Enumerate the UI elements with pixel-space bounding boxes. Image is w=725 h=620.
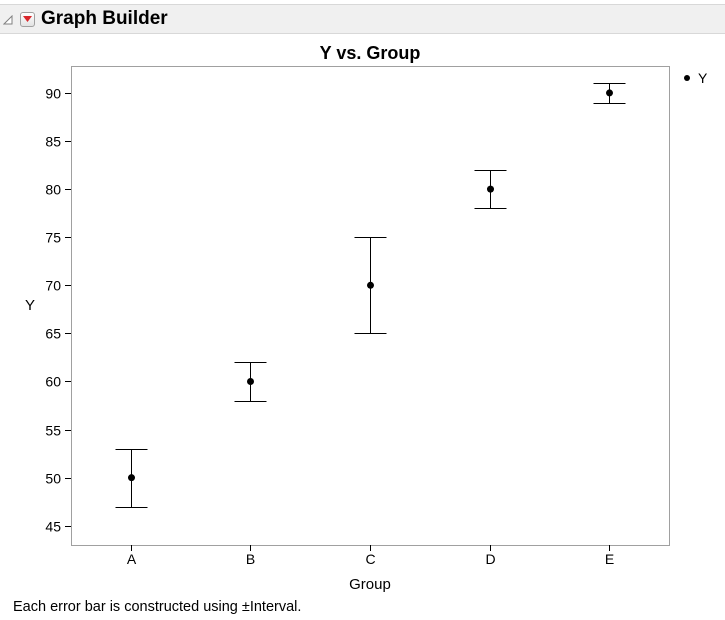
y-tick-label: 75: [45, 230, 61, 246]
x-tick-label: E: [605, 551, 614, 567]
y-tick-label: 55: [45, 423, 61, 439]
chart-title: Y vs. Group: [320, 43, 421, 63]
y-tick-label: 50: [45, 471, 61, 487]
x-tick-label: C: [365, 551, 375, 567]
data-point: [487, 185, 494, 193]
y-tick-label: 80: [45, 182, 61, 198]
x-tick-label: D: [485, 551, 495, 567]
y-tick-label: 90: [45, 86, 61, 102]
collapse-triangle-icon[interactable]: [3, 15, 13, 25]
chart-footnote: Each error bar is constructed using ±Int…: [13, 599, 302, 615]
legend-marker: [684, 75, 690, 81]
y-tick-label: 45: [45, 519, 61, 535]
data-point: [128, 474, 135, 482]
y-tick-label: 60: [45, 374, 61, 390]
data-point: [247, 377, 254, 385]
x-tick-label: A: [127, 551, 137, 567]
legend-label: Y: [698, 70, 708, 86]
x-tick-label: B: [246, 551, 255, 567]
chart: Y vs. Group 45 50 55 60 65 70 75 80 85 90 Y A B C D E Gro…: [25, 43, 708, 593]
graph-builder-header: Graph Builder: [0, 4, 725, 34]
y-tick-label: 65: [45, 326, 61, 342]
window-title: Graph Builder: [41, 8, 168, 29]
y-tick-label: 85: [45, 134, 61, 150]
y-axis-label: Y: [25, 297, 35, 314]
data-point: [606, 89, 613, 97]
x-axis-label: Group: [349, 576, 391, 593]
data-point: [367, 281, 374, 289]
y-tick-label: 70: [45, 278, 61, 294]
red-triangle-menu-icon[interactable]: [20, 12, 35, 27]
